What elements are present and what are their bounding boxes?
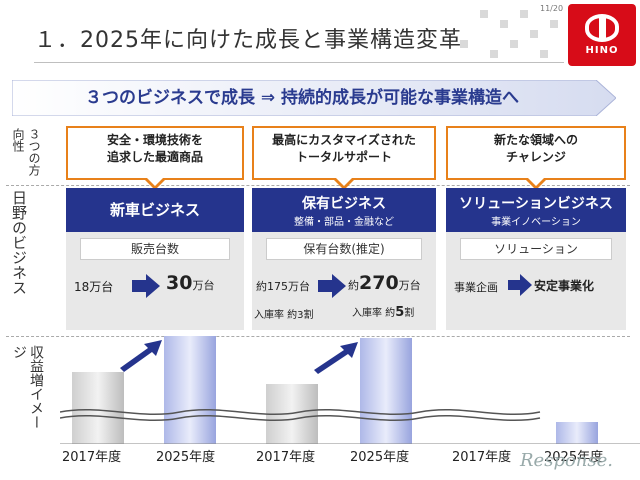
revenue-image-chart [60,336,640,444]
business-head: 保有ビジネス 整備・部品・金融など [252,188,436,232]
bar-2025-new [164,336,216,444]
bar-2025-solution [556,422,598,444]
business-subtitle: 事業イノベーション [491,217,581,228]
rate-to: 入庫率 約5割 [352,305,415,320]
year-label: 2025年度 [156,450,216,465]
business-head: ソリューションビジネス 事業イノベーション [446,188,626,232]
wave-break [60,409,541,415]
metric-label: 販売台数 [80,238,230,260]
watermark: Response. [520,450,614,471]
right-arrow-icon [132,274,160,298]
metric-from: 18万台 [74,280,114,294]
year-label: 2017年度 [62,450,122,465]
banner: ３つのビジネスで成長 ⇒ 持続的成長が可能な事業構造へ [12,80,616,116]
year-label: 2025年度 [350,450,410,465]
metric-to: 約270万台 [348,272,421,294]
decorative-grid [420,10,560,62]
business-title: ソリューションビジネス [459,196,613,212]
business-title: 保有ビジネス [302,196,386,212]
row-label-direction: ３つの方向性 [11,128,41,176]
metric-from: 事業企画 [454,281,498,294]
direction-line: チャレンジ [506,150,566,164]
banner-shape [12,80,616,116]
business-column-solution: ソリューションビジネス 事業イノベーション ソリューション 事業企画 安定事業化 [446,188,626,330]
direction-line: 安全・環境技術を [106,133,203,147]
direction-callout-3: 新たな領域への チャレンジ [446,126,626,190]
divider [6,336,630,337]
year-label: 2025年度 [544,450,604,465]
title-rule [34,62,564,63]
business-column-new-vehicle: 新車ビジネス 販売台数 18万台 30万台 [66,188,244,330]
rate-from: 入庫率 約3割 [254,310,314,321]
row-label-image: 収益増イメージ [11,345,44,429]
metric-to: 安定事業化 [534,279,595,293]
metric-from: 約175万台 [256,280,310,293]
page-title: １．2025年に向けた成長と事業構造変革 [34,28,462,53]
direction-line: 新たな領域への [493,133,578,147]
business-column-ownership: 保有ビジネス 整備・部品・金融など 保有台数(推定) 約175万台 約270万台… [252,188,436,330]
row-label-business: 日野のビジネス [10,190,28,295]
right-arrow-icon [318,274,346,298]
year-label: 2017年度 [256,450,316,465]
direction-line: トータルサポート [295,150,392,164]
metric-label: ソリューション [460,238,612,260]
bar-2025-owned [360,338,412,444]
year-label: 2017年度 [452,450,512,465]
right-arrow-icon [508,274,532,296]
divider [6,185,630,186]
wave-break [60,415,541,421]
direction-callout-1: 安全・環境技術を 追求した最適商品 [66,126,244,190]
page-number: 11/20 [540,4,564,13]
logo-text: HINO [585,45,619,56]
metric-to: 30万台 [166,272,215,294]
direction-callout-2: 最高にカスタマイズされた トータルサポート [252,126,436,190]
direction-line: 追求した最適商品 [106,150,203,164]
direction-line: 最高にカスタマイズされた [272,133,416,147]
business-title: 新車ビジネス [66,188,244,232]
growth-arrow-icon [314,342,358,374]
banner-text: ３つのビジネスで成長 ⇒ 持続的成長が可能な事業構造へ [84,88,520,108]
metric-label: 保有台数(推定) [266,238,422,260]
business-subtitle: 整備・部品・金融など [294,217,394,228]
hino-logo: HINO [568,4,636,66]
hino-mark-icon [585,14,619,42]
bar-2017-new [72,372,124,444]
growth-arrow-icon [120,340,162,372]
